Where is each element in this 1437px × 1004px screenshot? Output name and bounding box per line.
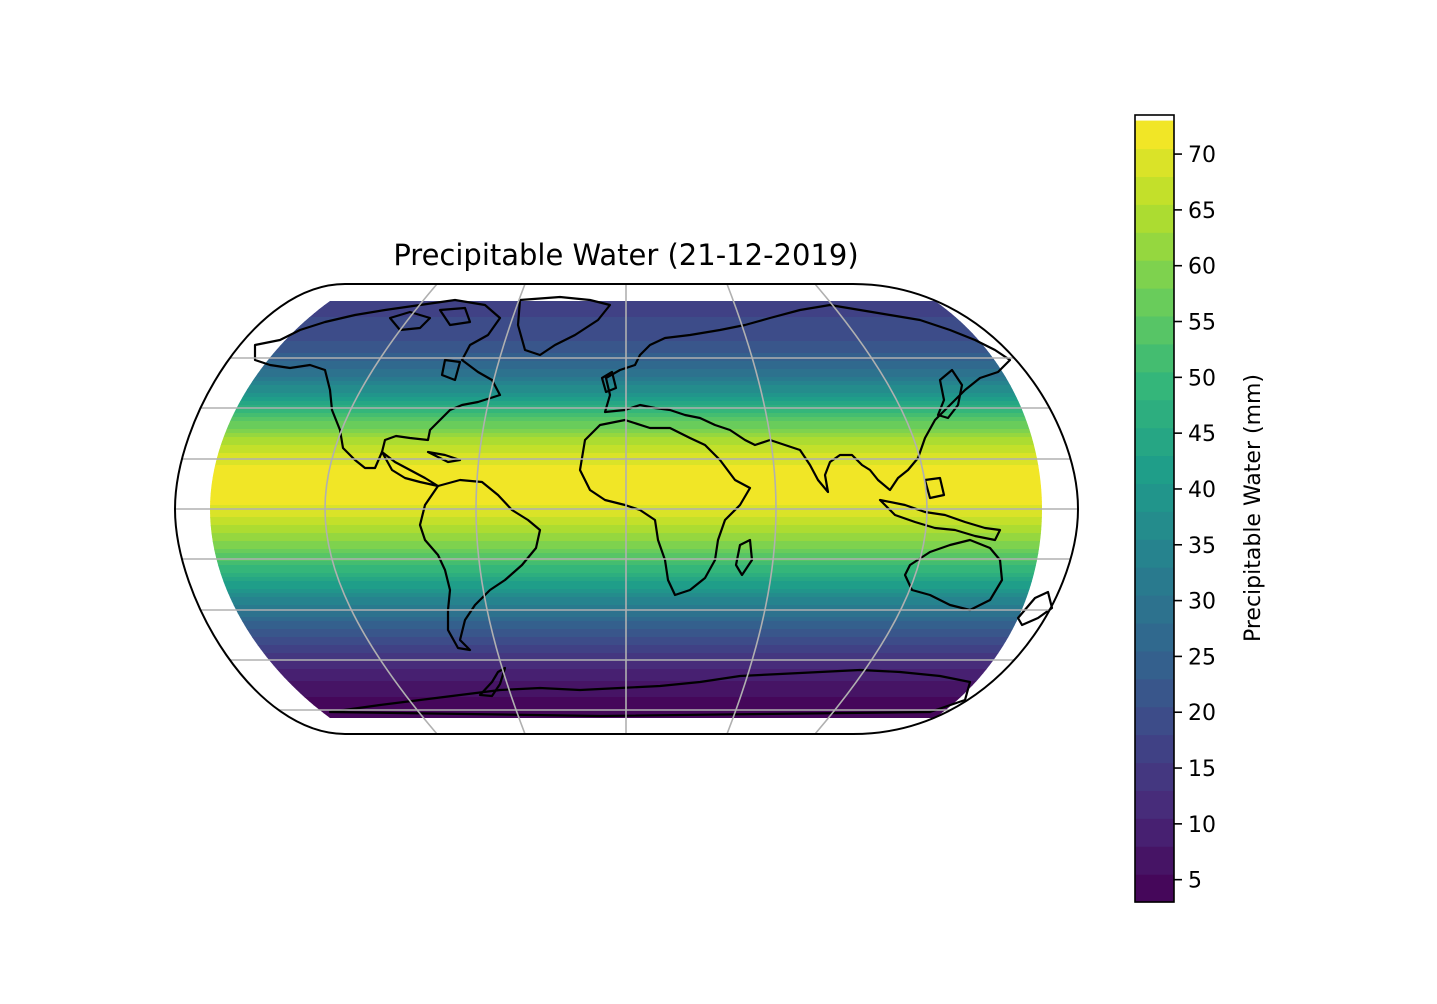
colorbar-band — [1135, 706, 1174, 736]
colorbar-tick-label: 55 — [1188, 311, 1216, 336]
coastline-europe-asia — [603, 303, 1012, 494]
colorbar-band — [1135, 148, 1174, 177]
colorbar-band — [1135, 567, 1174, 596]
coastline-southeast-asia-islands — [878, 476, 1002, 542]
colorbar-band — [1135, 288, 1174, 317]
colorbar-band — [1135, 874, 1174, 903]
colorbar-band — [1135, 762, 1174, 791]
coastline-africa — [578, 418, 752, 597]
colorbar-band — [1135, 260, 1174, 289]
colorbar-tick-label: 60 — [1188, 255, 1216, 280]
colorbar-band — [1135, 818, 1174, 847]
colorbar-band — [1135, 232, 1174, 261]
globe-boundary — [173, 283, 1080, 735]
colorbar: 5 10 15 20 25 30 35 40 45 50 55 60 65 70 Precipitable… — [1134, 114, 1266, 903]
colorbar-label: Precipitable Water (mm) — [1241, 374, 1266, 642]
colorbar-band — [1135, 371, 1174, 401]
colorbar-tick-label: 35 — [1188, 534, 1216, 559]
coastline-antarctic-peninsula — [478, 666, 507, 698]
colorbar-tick-label: 45 — [1188, 422, 1216, 447]
colorbar-band — [1135, 204, 1174, 233]
colorbar-band — [1135, 846, 1174, 875]
coastline-japan — [936, 368, 964, 420]
colorbar-band — [1135, 539, 1174, 568]
colorbar-band — [1135, 483, 1174, 512]
colorbar-band — [1135, 176, 1174, 205]
colorbar-tick-label: 50 — [1188, 366, 1216, 391]
colorbar-tick-label: 20 — [1188, 701, 1216, 726]
colorbar-tick-label: 65 — [1188, 199, 1216, 224]
colorbar-band — [1135, 595, 1174, 624]
coastline-madagascar — [734, 538, 754, 577]
coastline-new-zealand — [1016, 590, 1054, 627]
colorbar-tick-label: 40 — [1188, 478, 1216, 503]
colorbar-band — [1135, 650, 1174, 680]
colorbar-band — [1135, 734, 1174, 764]
coastline-australia — [903, 538, 1004, 612]
colorbar-tick-label: 5 — [1188, 869, 1202, 894]
coastline-south-america — [418, 478, 542, 652]
colorbar-band — [1135, 399, 1174, 429]
colorbar-frame — [1134, 114, 1175, 903]
coastline-uk — [600, 370, 618, 394]
map-globe — [173, 283, 1080, 735]
coastline-antarctica — [328, 668, 972, 718]
colorbar-band — [1135, 678, 1174, 708]
colorbar-band — [1135, 343, 1174, 373]
colorbar-band — [1135, 120, 1174, 150]
coastline-arctic-islands — [388, 306, 472, 382]
colorbar-color-bands — [1135, 120, 1174, 903]
colorbar-band — [1135, 790, 1174, 819]
colorbar-band — [1135, 511, 1174, 540]
colorbar-tick-label: 25 — [1188, 645, 1216, 670]
coastline-greenland — [516, 295, 612, 357]
map-title: Precipitable Water (21-12-2019) — [393, 238, 858, 272]
colorbar-ticks: 5 10 15 20 25 30 35 40 45 50 55 60 65 70 — [1174, 143, 1216, 894]
colorbar-band — [1135, 315, 1174, 345]
colorbar-tick-label: 70 — [1188, 143, 1216, 168]
colorbar-band — [1135, 622, 1174, 652]
colorbar-band — [1135, 427, 1174, 457]
coastline-north-america — [253, 298, 502, 470]
colorbar-band — [1135, 455, 1174, 484]
colorbar-tick-label: 10 — [1188, 813, 1216, 838]
colorbar-tick-label: 30 — [1188, 590, 1216, 615]
colorbar-tick-label: 15 — [1188, 757, 1216, 782]
gridlines — [175, 284, 1078, 734]
